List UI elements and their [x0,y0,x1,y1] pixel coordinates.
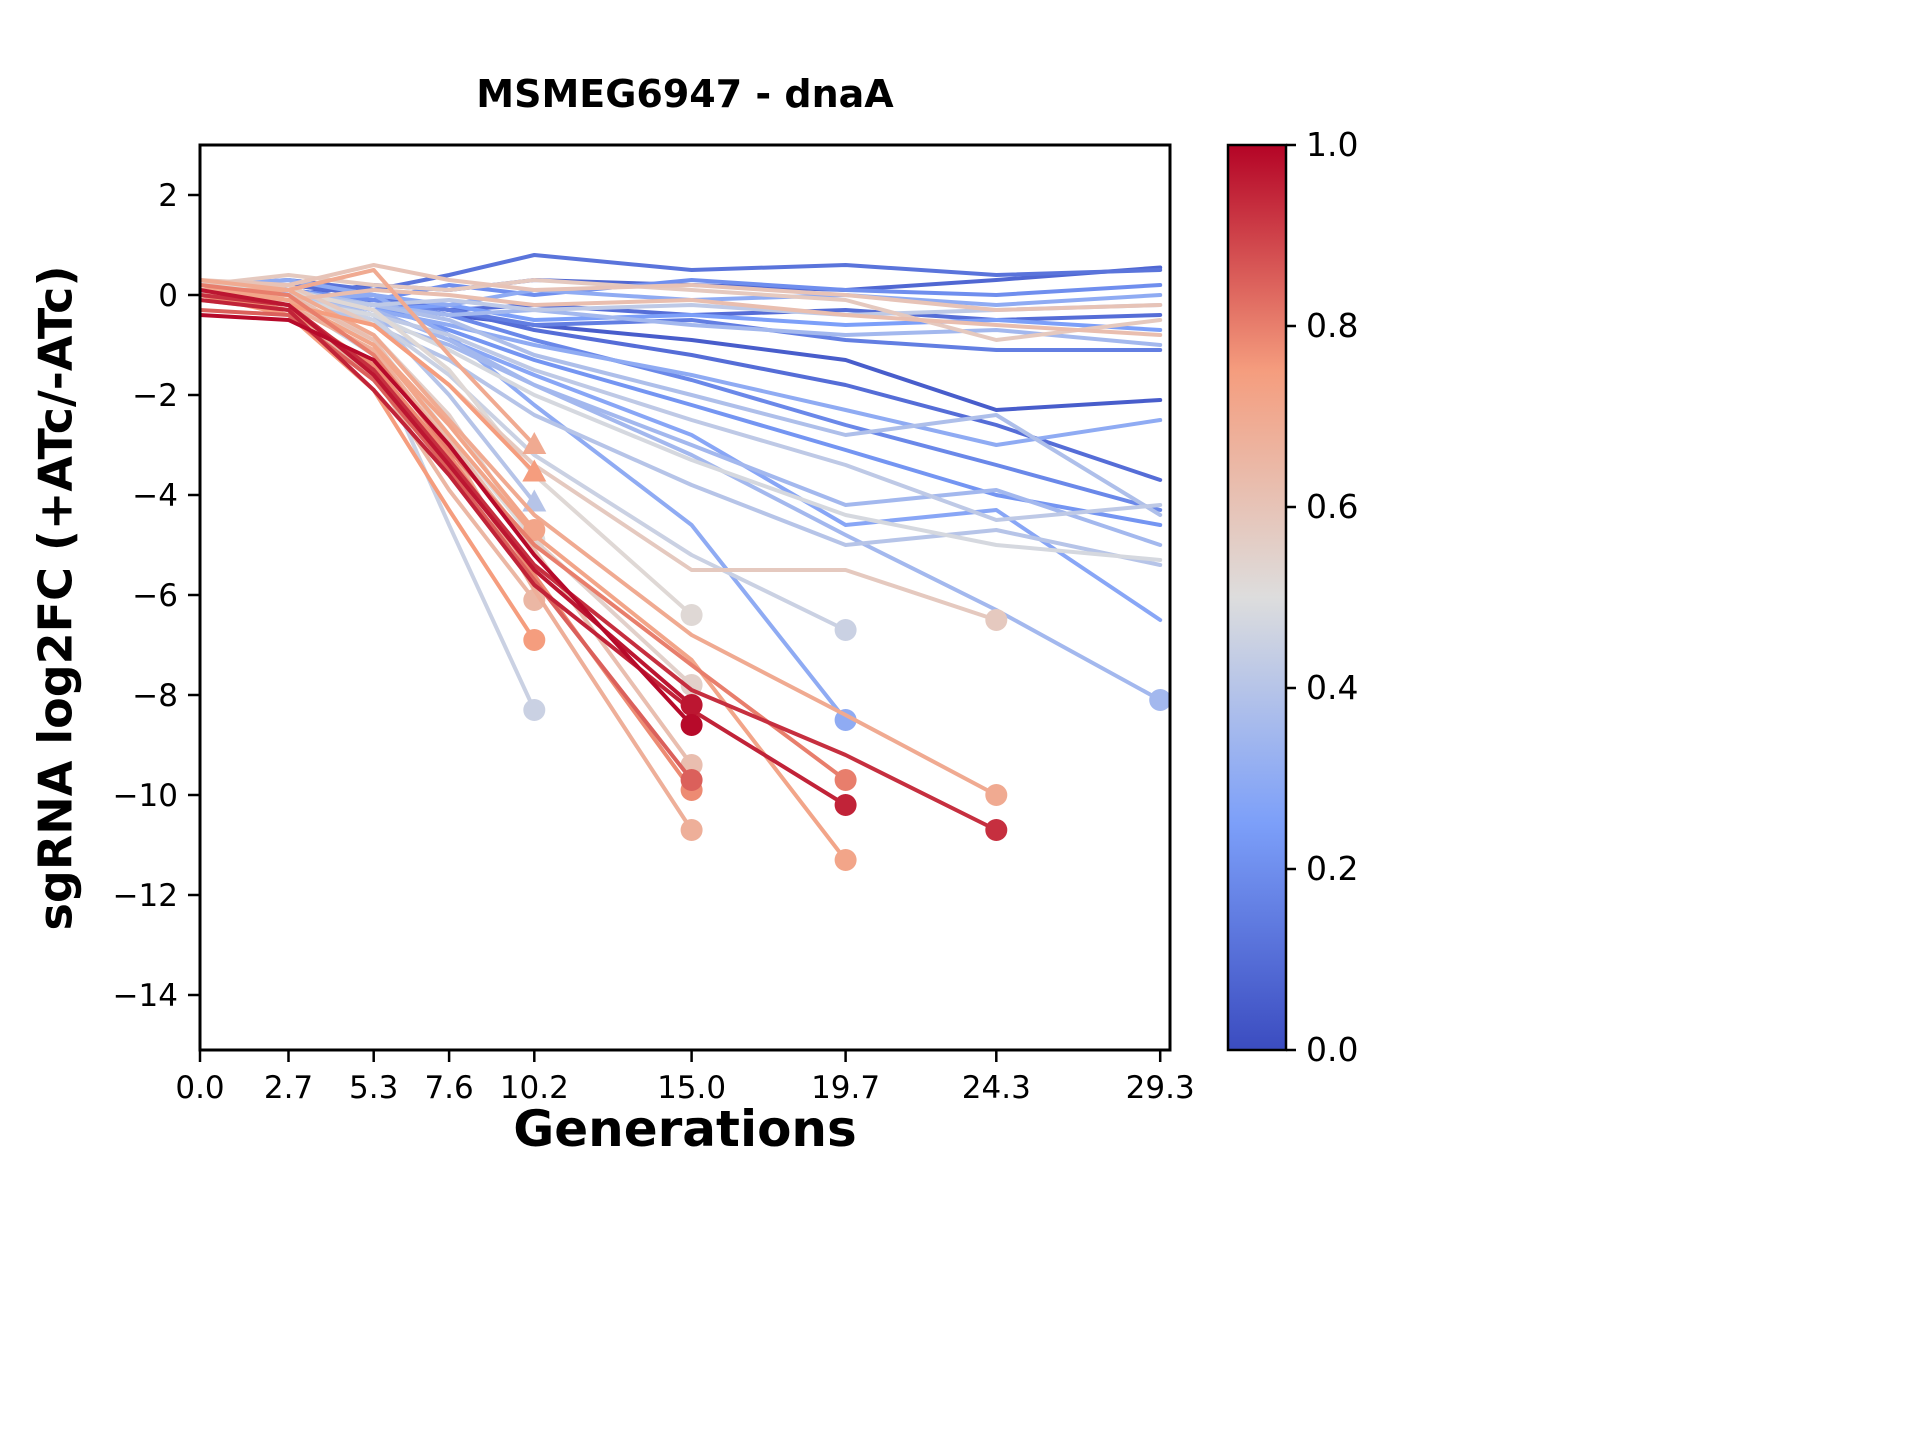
series-endpoint-marker [523,519,546,541]
series-endpoint-marker [523,699,546,721]
colorbar-tick-label: 0.4 [1306,668,1358,707]
series-endpoint-marker [834,794,857,816]
series-endpoint-marker [523,589,546,611]
chart-title: MSMEG6947 - dnaA [476,72,894,116]
x-tick-label: 24.3 [962,1070,1031,1106]
y-tick-label: −12 [113,878,178,914]
colorbar-tick-label: 0.8 [1306,306,1358,345]
series-line [200,288,999,797]
series-endpoint-marker [522,432,547,454]
colorbar-tick-label: 0.0 [1306,1030,1358,1069]
x-tick-label: 15.0 [657,1070,726,1106]
x-tick-label: 7.6 [424,1070,473,1106]
series-line [200,283,848,782]
series-line [200,313,694,727]
series-endpoint-marker [985,819,1008,841]
series-line [200,283,999,622]
series-endpoint-marker [680,604,703,626]
series-group [200,253,1170,871]
axes-box [198,143,1172,1052]
series-endpoint-marker [680,714,703,736]
series-line [200,268,537,447]
series-endpoint-marker [985,609,1008,631]
series-line [200,283,848,862]
x-tick-label: 0.0 [175,1070,224,1106]
series-endpoint-marker [1149,689,1170,711]
y-tick-label: 0 [158,278,178,314]
series-endpoint-marker [680,694,703,716]
series-endpoint-marker [680,769,703,791]
y-tick-label: −8 [132,678,178,714]
series-endpoint-marker [834,849,857,871]
y-tick-label: −10 [113,778,178,814]
series-endpoint-marker [834,619,857,641]
series-endpoint-marker [522,459,547,482]
y-tick-label: −2 [132,378,178,414]
series-line [200,263,1163,312]
series-endpoint-marker [834,769,857,791]
series-endpoint-marker [523,629,546,651]
series-line [200,283,1163,482]
series-endpoint-marker [834,709,857,731]
series-endpoint-marker [680,819,703,841]
series-line [200,288,694,707]
x-tick-label: 5.3 [349,1070,398,1106]
x-tick-label: 19.7 [811,1070,880,1106]
series-line [200,308,694,782]
colorbar-tick-label: 0.2 [1306,849,1358,888]
series-line [200,288,1163,337]
x-tick-label: 10.2 [500,1070,569,1106]
x-tick-label: 2.7 [264,1070,313,1106]
y-tick-label: −6 [132,578,178,614]
colorbar [1226,143,1288,1052]
y-tick-label: −4 [132,478,178,514]
colorbar-tick-label: 1.0 [1306,125,1358,164]
series-endpoint-marker [985,784,1008,806]
y-tick-label: −14 [113,978,178,1014]
colorbar-tick-label: 0.6 [1306,487,1358,526]
y-tick-label: 2 [158,178,178,214]
x-axis-label: Generations [513,1100,857,1158]
x-tick-label: 29.3 [1126,1070,1195,1106]
